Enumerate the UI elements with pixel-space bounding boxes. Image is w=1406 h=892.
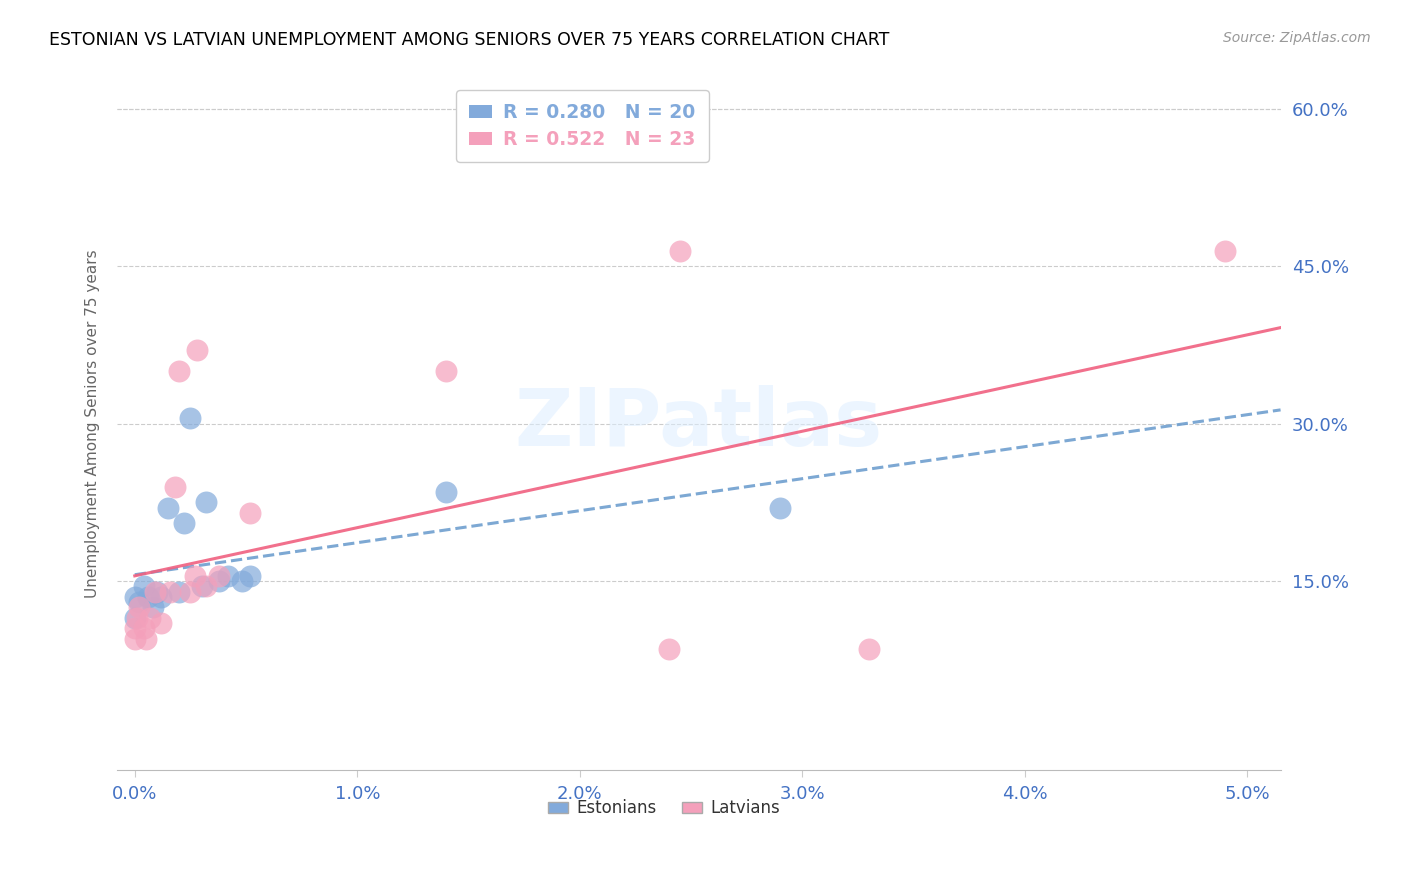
Point [139, 611, 162, 625]
Point [146, 584, 169, 599]
Text: ESTONIAN VS LATVIAN UNEMPLOYMENT AMONG SENIORS OVER 75 YEARS CORRELATION CHART: ESTONIAN VS LATVIAN UNEMPLOYMENT AMONG S… [49, 31, 890, 49]
Point [132, 621, 155, 635]
Point [128, 595, 150, 609]
Point [769, 500, 792, 515]
Point [179, 411, 201, 425]
Text: Source: ZipAtlas.com: Source: ZipAtlas.com [1223, 31, 1371, 45]
Point [124, 632, 146, 646]
Y-axis label: Unemployment Among Seniors over 75 years: Unemployment Among Seniors over 75 years [86, 250, 100, 598]
Point [194, 579, 217, 593]
Point [163, 480, 186, 494]
Point [167, 364, 190, 378]
Legend: Estonians, Latvians: Estonians, Latvians [541, 793, 786, 824]
Point [186, 343, 208, 358]
Point [135, 632, 157, 646]
Point [231, 574, 253, 588]
Point [194, 495, 217, 509]
Point [239, 569, 262, 583]
Point [179, 584, 201, 599]
Point [217, 569, 239, 583]
Point [150, 616, 173, 631]
Point [434, 364, 457, 378]
Point [125, 611, 148, 625]
Point [173, 516, 195, 531]
Point [167, 584, 190, 599]
Point [190, 579, 212, 593]
Point [208, 574, 231, 588]
Point [142, 600, 165, 615]
Point [434, 484, 457, 499]
Point [128, 600, 150, 615]
Point [143, 584, 166, 599]
Point [124, 611, 146, 625]
Point [132, 579, 155, 593]
Text: ZIPatlas: ZIPatlas [515, 384, 883, 463]
Point [136, 590, 159, 604]
Point [184, 569, 207, 583]
Point [157, 500, 180, 515]
Point [150, 590, 173, 604]
Point [124, 590, 146, 604]
Point [658, 642, 681, 657]
Point [239, 506, 262, 520]
Point [159, 584, 181, 599]
Point [124, 621, 146, 635]
Point [858, 642, 880, 657]
Point [1213, 244, 1236, 258]
Point [669, 244, 692, 258]
Point [208, 569, 231, 583]
